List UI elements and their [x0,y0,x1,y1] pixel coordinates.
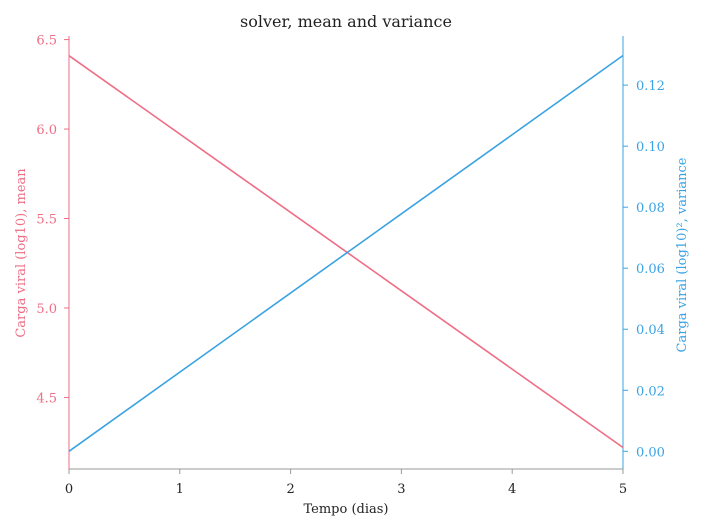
x-tick-label: 0 [65,482,73,497]
x-tick-label: 1 [176,482,184,497]
right-y-tick-label: 0.10 [636,140,665,155]
x-tick-label: 4 [508,482,516,497]
right-y-tick-label: 0.06 [636,262,665,277]
left-y-tick-label: 4.5 [36,391,57,406]
x-axis-label: Tempo (dias) [303,502,388,517]
left-y-tick-label: 6.5 [36,34,57,49]
chart-title: solver, mean and variance [240,12,452,31]
right-y-tick-label: 0.12 [636,79,665,94]
left-y-tick-label: 6.0 [36,123,57,138]
x-ticks: 0 1 2 3 4 5 [65,469,627,497]
series-layer [68,54,624,452]
x-tick-label: 3 [397,482,405,497]
right-y-tick-label: 0.08 [636,201,665,216]
right-y-axis-label: Carga viral (log10)², variance [675,157,690,352]
mean-line [68,55,624,449]
right-y-tick-label: 0.02 [636,384,665,399]
left-y-ticks: 4.5 5.0 5.5 6.0 6.5 [36,34,69,406]
right-y-ticks: 0.00 0.02 0.04 0.06 0.08 0.10 0.12 [623,79,665,460]
right-y-tick-label: 0.04 [636,323,665,338]
left-y-axis-label: Carga viral (log10), mean [14,168,29,338]
x-tick-label: 2 [286,482,294,497]
x-tick-label: 5 [619,482,627,497]
right-y-tick-label: 0.00 [636,445,665,460]
left-y-tick-label: 5.0 [36,302,57,317]
left-y-tick-label: 5.5 [36,213,57,228]
plot-area [68,36,624,470]
variance-line [68,54,624,452]
